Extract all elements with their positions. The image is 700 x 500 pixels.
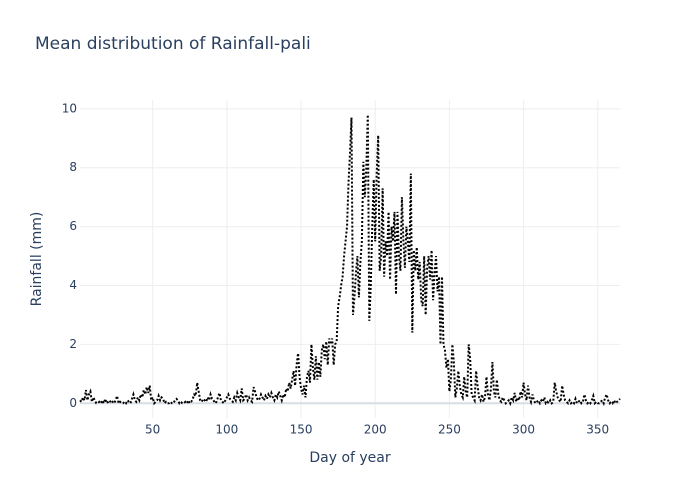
- x-tick-label: 150: [290, 423, 313, 437]
- x-tick-label: 250: [438, 423, 461, 437]
- data-line: [79, 114, 621, 407]
- x-tick-label: 50: [145, 423, 160, 437]
- x-tick-label: 100: [215, 423, 238, 437]
- y-tick-label: 0: [69, 396, 77, 410]
- y-axis-title: Rainfall (mm): [29, 212, 45, 307]
- x-tick-label: 300: [512, 423, 535, 437]
- y-tick-label: 8: [69, 160, 77, 174]
- y-tick-label: 10: [62, 101, 77, 115]
- x-tick-label: 350: [586, 423, 609, 437]
- y-tick-label: 4: [69, 278, 77, 292]
- y-tick-label: 2: [69, 337, 77, 351]
- x-axis-title: Day of year: [309, 450, 391, 466]
- y-tick-label: 6: [69, 219, 77, 233]
- x-tick-label: 200: [364, 423, 387, 437]
- chart-title: Mean distribution of Rainfall-pali: [35, 34, 311, 54]
